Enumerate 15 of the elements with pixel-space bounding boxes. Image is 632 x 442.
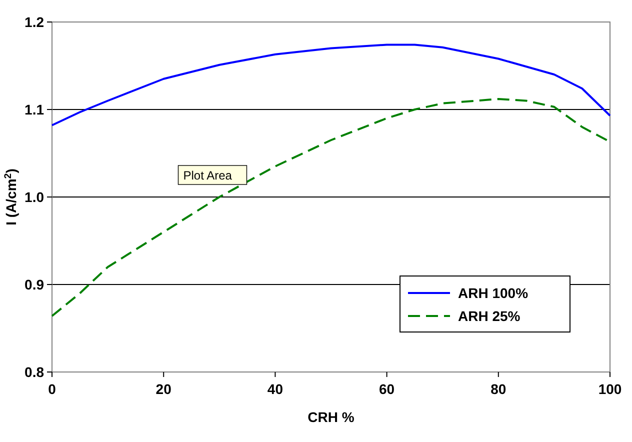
x-tick-label: 40 [267, 381, 284, 397]
x-tick-label: 100 [598, 381, 622, 397]
y-tick-label: 1.2 [24, 14, 44, 30]
y-tick-label: 1.1 [24, 101, 44, 118]
y-tick-label: 0.8 [24, 364, 44, 380]
x-tick-label: 60 [379, 381, 395, 397]
x-tick-label: 20 [156, 381, 172, 397]
legend-label: ARH 25% [458, 308, 521, 324]
x-tick-label: 80 [490, 381, 506, 397]
y-tick-label: 0.9 [24, 276, 44, 292]
x-tick-label: 0 [48, 381, 56, 397]
annotation: Plot Area [183, 168, 232, 182]
y-tick-label: 1.0 [24, 188, 44, 205]
legend-label: ARH 100% [458, 284, 529, 301]
x-axis-title: CRH % [308, 409, 355, 425]
